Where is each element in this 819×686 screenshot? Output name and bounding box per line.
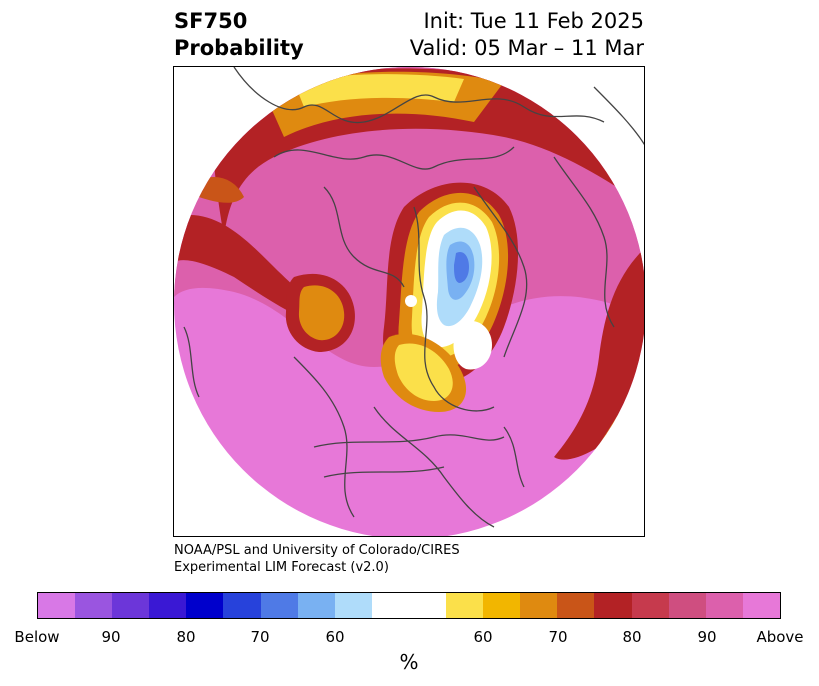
colorbar-label-below-90: 90 (101, 628, 121, 646)
colorbar-segment (260, 593, 298, 618)
colorbar-label-below-70: 70 (250, 628, 270, 646)
colorbar-segment (223, 593, 261, 618)
colorbar-segment (594, 593, 632, 618)
neutral-patch-south (453, 320, 492, 370)
colorbar-segment (631, 593, 669, 618)
colorbar-segment (668, 593, 706, 618)
colorbar-segment (149, 593, 187, 618)
valid-date: Valid: 05 Mar – 11 Mar (409, 36, 644, 60)
init-date: Init: Tue 11 Feb 2025 (423, 9, 644, 33)
colorbar-label-below-60: 60 (325, 628, 345, 646)
probability-map-svg (174, 67, 644, 536)
credit-line-2: Experimental LIM Forecast (v2.0) (174, 560, 389, 575)
coastlines (183, 67, 644, 528)
colorbar-segment (446, 593, 484, 618)
colorbar-label-below: Below (14, 628, 60, 646)
title-variable: SF750 (174, 9, 248, 33)
colorbar (37, 592, 781, 619)
colorbar-segment (557, 593, 595, 618)
colorbar-segment (75, 593, 113, 618)
mid-blue-center (454, 251, 469, 283)
probability-field (174, 67, 644, 536)
colorbar-segment (334, 593, 372, 618)
colorbar-label-above-80: 80 (622, 628, 642, 646)
colorbar-units: % (399, 650, 419, 674)
colorbar-label-above: Above (756, 628, 804, 646)
forecast-dates: Init: Tue 11 Feb 2025 Valid: 05 Mar – 11… (410, 8, 644, 62)
neutral-dot (405, 295, 417, 307)
crimson-belt-west (174, 215, 324, 327)
colorbar-label-above-60: 60 (473, 628, 493, 646)
orange-pocket-sw (298, 285, 345, 341)
map-title: SF750 Probability (174, 8, 304, 62)
colorbar-segment (371, 593, 409, 618)
colorbar-segment (186, 593, 224, 618)
colorbar-label-below-80: 80 (176, 628, 196, 646)
colorbar-segment (38, 593, 76, 618)
title-type: Probability (174, 36, 304, 60)
colorbar-segment (705, 593, 743, 618)
credit-text: NOAA/PSL and University of Colorado/CIRE… (174, 542, 460, 576)
colorbar-segment (520, 593, 558, 618)
colorbar-label-above-70: 70 (548, 628, 568, 646)
yellow-arc-north (294, 74, 464, 107)
yellow-band-south (394, 343, 453, 401)
colorbar-segment (483, 593, 521, 618)
colorbar-segment (297, 593, 335, 618)
colorbar-segment (112, 593, 150, 618)
polar-map (173, 66, 645, 537)
colorbar-segment (408, 593, 447, 618)
colorbar-segment (742, 593, 780, 618)
colorbar-label-above-90: 90 (697, 628, 717, 646)
credit-line-1: NOAA/PSL and University of Colorado/CIRE… (174, 543, 460, 558)
